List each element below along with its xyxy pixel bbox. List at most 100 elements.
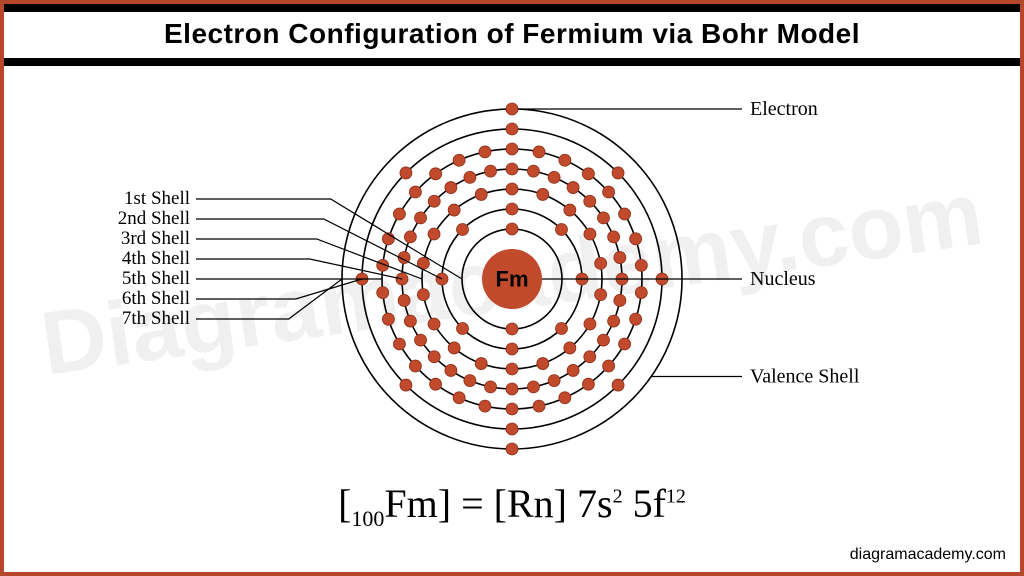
- electron-dot: [506, 383, 518, 395]
- electron-dot: [595, 257, 607, 269]
- electron-dot: [464, 375, 476, 387]
- electron-dot: [630, 313, 642, 325]
- electron-dot: [428, 318, 440, 330]
- electron-dot: [415, 212, 427, 224]
- electron-dot: [635, 287, 647, 299]
- shell-label: 5th Shell: [122, 268, 190, 289]
- electron-dot: [404, 315, 416, 327]
- shell-label: 2nd Shell: [118, 208, 190, 229]
- term2-exp: 12: [666, 486, 686, 508]
- electron-dot: [485, 165, 497, 177]
- noble-gas: Rn: [507, 481, 554, 526]
- element-symbol: Fm: [384, 481, 437, 526]
- electron-config-equation: [100Fm] = [Rn] 7s2 5f12: [0, 480, 1024, 532]
- electron-dot: [603, 360, 615, 372]
- electron-dot: [428, 228, 440, 240]
- electron-dot: [479, 400, 491, 412]
- title-bar: Electron Configuration of Fermium via Bo…: [4, 4, 1020, 66]
- nucleus-label: Fm: [496, 267, 529, 292]
- electron-dot: [506, 143, 518, 155]
- electron-dot: [612, 379, 624, 391]
- electron-dot: [559, 392, 571, 404]
- term2-base: 5f: [633, 481, 666, 526]
- electron-dot: [464, 171, 476, 183]
- leader-shell: [196, 259, 402, 279]
- term1-exp: 2: [613, 486, 623, 508]
- electron-dot: [597, 334, 609, 346]
- electron-dot: [506, 343, 518, 355]
- electron-dot: [448, 204, 460, 216]
- label-valence: Valence Shell: [750, 366, 860, 388]
- credit-text: diagramacademy.com: [850, 546, 1006, 564]
- electron-dot: [485, 381, 497, 393]
- electron-dot: [409, 186, 421, 198]
- electron-dot: [448, 342, 460, 354]
- page-title: Electron Configuration of Fermium via Bo…: [4, 18, 1020, 50]
- electron-dot: [430, 378, 442, 390]
- electron-dot: [612, 167, 624, 179]
- electron-dot: [564, 204, 576, 216]
- electron-dot: [582, 168, 594, 180]
- electron-dot: [603, 186, 615, 198]
- electron-dot: [506, 163, 518, 175]
- electron-dot: [564, 342, 576, 354]
- shell-label: 1st Shell: [124, 188, 190, 209]
- electron-dot: [400, 167, 412, 179]
- electron-dot: [475, 358, 487, 370]
- electron-dot: [527, 381, 539, 393]
- electron-dot: [527, 165, 539, 177]
- electron-dot: [398, 294, 410, 306]
- atomic-number: 100: [351, 506, 384, 531]
- electron-dot: [393, 338, 405, 350]
- electron-dot: [445, 364, 457, 376]
- electron-dot: [584, 351, 596, 363]
- electron-dot: [630, 233, 642, 245]
- electron-dot: [475, 188, 487, 200]
- electron-dot: [382, 313, 394, 325]
- electron-dot: [567, 364, 579, 376]
- electron-dot: [595, 289, 607, 301]
- electron-dot: [428, 195, 440, 207]
- electron-dot: [533, 400, 545, 412]
- electron-dot: [584, 228, 596, 240]
- shell-label: 3rd Shell: [121, 228, 190, 249]
- electron-dot: [506, 323, 518, 335]
- shell-label: 4th Shell: [122, 248, 190, 269]
- electron-dot: [608, 231, 620, 243]
- electron-dot: [567, 182, 579, 194]
- electron-dot: [400, 379, 412, 391]
- electron-dot: [409, 360, 421, 372]
- electron-dot: [506, 423, 518, 435]
- electron-dot: [393, 208, 405, 220]
- electron-dot: [584, 195, 596, 207]
- electron-dot: [404, 231, 416, 243]
- electron-dot: [635, 259, 647, 271]
- electron-dot: [582, 378, 594, 390]
- electron-dot: [506, 103, 518, 115]
- electron-dot: [506, 203, 518, 215]
- term1-base: 7s: [577, 481, 613, 526]
- electron-dot: [506, 183, 518, 195]
- electron-dot: [417, 289, 429, 301]
- electron-dot: [537, 358, 549, 370]
- electron-dot: [619, 338, 631, 350]
- electron-dot: [506, 403, 518, 415]
- electron-dot: [457, 322, 469, 334]
- shell-label: 6th Shell: [122, 288, 190, 309]
- electron-dot: [555, 322, 567, 334]
- electron-dot: [559, 154, 571, 166]
- bohr-diagram: Fm 1st Shell2nd Shell3rd Shell4th Shell5…: [0, 74, 1024, 494]
- electron-dot: [548, 375, 560, 387]
- electron-dot: [430, 168, 442, 180]
- electron-dot: [555, 224, 567, 236]
- electron-dot: [548, 171, 560, 183]
- label-electron: Electron: [750, 98, 818, 120]
- electron-dot: [537, 188, 549, 200]
- electron-dot: [614, 294, 626, 306]
- electron-dot: [533, 146, 545, 158]
- electron-dot: [377, 287, 389, 299]
- electron-dot: [597, 212, 609, 224]
- electron-dot: [453, 392, 465, 404]
- electron-dot: [453, 154, 465, 166]
- electron-dot: [506, 123, 518, 135]
